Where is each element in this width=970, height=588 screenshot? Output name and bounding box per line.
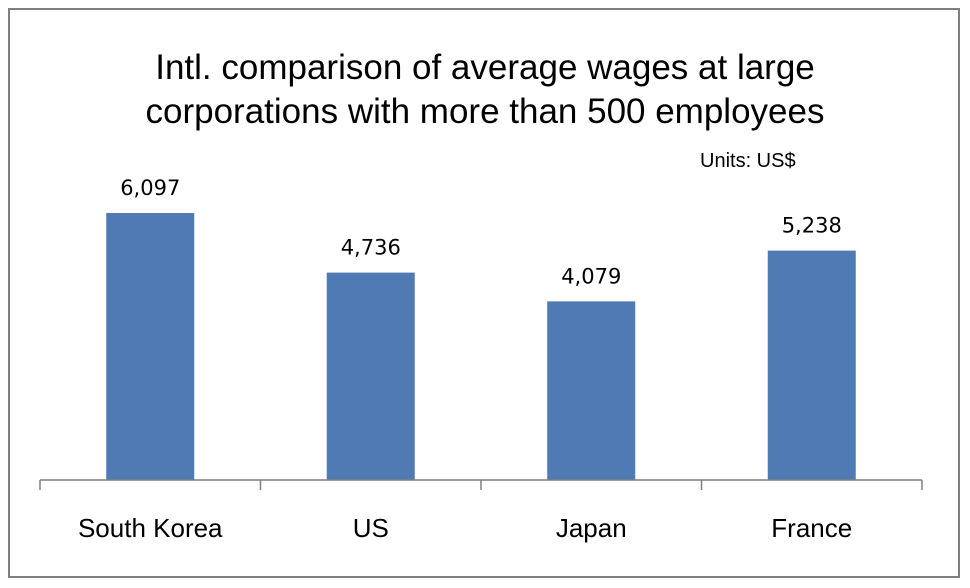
bar-japan — [547, 301, 636, 480]
units-label: Units: US$ — [700, 150, 796, 172]
bar-us — [326, 272, 415, 480]
bar-france — [767, 250, 856, 480]
x-tick-label: US — [353, 513, 389, 543]
chart-title-line-1: Intl. comparison of average wages at lar… — [155, 48, 815, 87]
data-label: 5,238 — [782, 214, 842, 238]
data-label: 4,736 — [341, 236, 401, 260]
data-label: 6,097 — [120, 176, 180, 200]
x-tick-label: Japan — [556, 513, 627, 543]
data-label: 4,079 — [561, 264, 621, 288]
bar-south-korea — [106, 213, 195, 480]
chart-title-line-2: corporations with more than 500 employee… — [145, 92, 825, 131]
x-tick-label: France — [771, 513, 852, 543]
x-tick-label: South Korea — [78, 513, 223, 543]
